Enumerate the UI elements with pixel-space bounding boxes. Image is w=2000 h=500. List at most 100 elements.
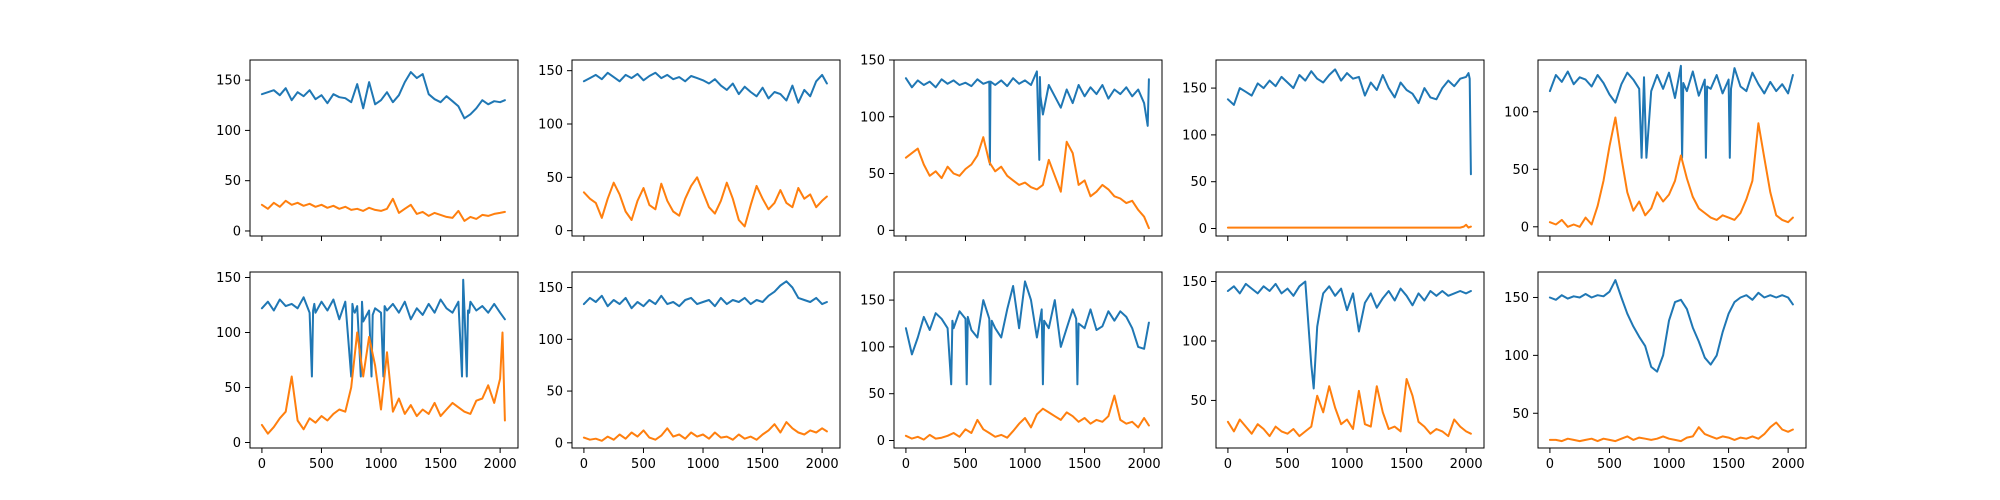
subplot-3-series-2-line: [904, 136, 1150, 230]
subplot-1: 0 50 100 150: [216, 59, 519, 241]
subplot-6-frame: [249, 271, 519, 449]
subplot-5-ytick-label: 100: [1504, 105, 1529, 120]
subplot-1-series-2-line: [260, 197, 506, 222]
subplot-9-ytick-label: 50: [1190, 394, 1207, 409]
subplot-4-ytick-label: 150: [1182, 82, 1207, 97]
subplot-10-xtick-label: 0: [1546, 457, 1554, 472]
subplot-1-series-1-line: [260, 71, 506, 120]
subplot-9-xtick-label: 0: [1224, 457, 1232, 472]
subplot-3-ytick-label: 150: [860, 54, 885, 69]
subplot-9-frame: [1215, 271, 1485, 449]
subplot-7-xtick-label: 0: [580, 457, 588, 472]
subplot-5: 0 50 100: [1504, 59, 1807, 241]
subplot-2-ytick-label: 150: [538, 64, 563, 79]
subplot-6-ytick-label: 50: [224, 381, 241, 396]
subplot-3-ytick-label: 100: [860, 110, 885, 125]
subplot-10-xtick-label: 500: [1597, 457, 1622, 472]
subplot-5-series-2-line: [1548, 116, 1794, 228]
subplot-4-ytick-label: 100: [1182, 128, 1207, 143]
subplot-10-ytick-label: 100: [1504, 349, 1529, 364]
subplot-6-xtick-label: 2000: [484, 457, 517, 472]
subplot-2-series-2-line: [582, 176, 828, 228]
subplot-7-frame: [571, 271, 841, 449]
subplot-7-ytick-label: 150: [538, 281, 563, 296]
subplot-8-xtick-label: 1500: [1068, 457, 1101, 472]
subplot-7-series-1-line: [582, 280, 828, 310]
subplot-10-series-2-line: [1548, 421, 1794, 443]
subplot-9-ytick-label: 150: [1182, 275, 1207, 290]
subplot-7-xtick-label: 1500: [746, 457, 779, 472]
subplot-2-ytick-label: 100: [538, 118, 563, 133]
subplot-8-xtick-label: 2000: [1128, 457, 1161, 472]
subplot-9-series-1-line: [1226, 280, 1472, 390]
subplot-1-frame: [249, 59, 519, 237]
subplot-8-frame: [893, 271, 1163, 449]
subplot-9-ytick-label: 100: [1182, 334, 1207, 349]
subplot-6-ytick-label: 150: [216, 271, 241, 286]
subplot-8-series-1-line: [904, 280, 1150, 386]
subplot-2-frame: [571, 59, 841, 237]
subplot-8-series-2-line: [904, 394, 1150, 441]
subplot-5-series-1-line: [1548, 64, 1794, 159]
subplot-6-ytick-label: 100: [216, 326, 241, 341]
subplot-4-ytick-label: 50: [1190, 175, 1207, 190]
subplot-4-series-2-line: [1226, 223, 1472, 229]
subplot-9-xtick-label: 1000: [1330, 457, 1363, 472]
subplot-6-series-1-line: [260, 278, 506, 378]
subplot-10-series-1-line: [1548, 279, 1794, 373]
subplot-4-frame: [1215, 59, 1485, 237]
subplot-3-frame: [893, 59, 1163, 237]
subplot-9-xtick-label: 1500: [1390, 457, 1423, 472]
subplot-4: 0 50 100 150: [1182, 59, 1485, 241]
subplot-9-xtick-label: 500: [1275, 457, 1300, 472]
subplot-8-ytick-label: 150: [860, 294, 885, 309]
subplot-7-xtick-label: 2000: [806, 457, 839, 472]
subplot-7-series-2-line: [582, 421, 828, 442]
subplot-6-xtick-label: 500: [309, 457, 334, 472]
subplot-4-series-1-line: [1226, 68, 1472, 176]
subplot-10-xtick-label: 1500: [1712, 457, 1745, 472]
subplot-7-ytick-label: 100: [538, 333, 563, 348]
subplot-1-ytick-label: 100: [216, 124, 241, 139]
subplot-5-frame: [1537, 59, 1807, 237]
subplot-6-xtick-label: 0: [258, 457, 266, 472]
subplot-3-ytick-label: 0: [877, 224, 885, 239]
subplot-8-ytick-label: 50: [868, 387, 885, 402]
subplot-8-xtick-label: 500: [953, 457, 978, 472]
subplot-7-xtick-label: 1000: [686, 457, 719, 472]
subplot-6-xtick-label: 1000: [364, 457, 397, 472]
subplot-2: 0 50 100 150: [538, 59, 841, 241]
subplot-7-ytick-label: 0: [555, 436, 563, 451]
subplot-8-xtick-label: 1000: [1008, 457, 1041, 472]
subplot-9-xtick-label: 2000: [1450, 457, 1483, 472]
subplot-1-ytick-label: 0: [233, 224, 241, 239]
subplot-3-ytick-label: 50: [868, 167, 885, 182]
subplot-4-ytick-label: 0: [1199, 222, 1207, 237]
subplot-6-xtick-label: 1500: [424, 457, 457, 472]
subplot-10-xtick-label: 1000: [1652, 457, 1685, 472]
subplot-5-ytick-label: 0: [1521, 220, 1529, 235]
subplot-7-ytick-label: 50: [546, 385, 563, 400]
subplot-6-ytick-label: 0: [233, 436, 241, 451]
subplot-2-ytick-label: 0: [555, 224, 563, 239]
subplot-7-xtick-label: 500: [631, 457, 656, 472]
subplot-3: 0 50 100 150: [860, 54, 1163, 241]
subplot-10-frame: [1537, 271, 1807, 449]
subplot-1-ytick-label: 150: [216, 74, 241, 89]
subplot-8-xtick-label: 0: [902, 457, 910, 472]
subplot-2-series-1-line: [582, 71, 828, 104]
subplot-3-series-1-line: [904, 70, 1150, 166]
subplot-5-ytick-label: 50: [1512, 163, 1529, 178]
subplot-8-ytick-label: 0: [877, 434, 885, 449]
subplot-10-xtick-label: 2000: [1772, 457, 1805, 472]
subplot-6-series-2-line: [260, 331, 506, 435]
subplot-8-ytick-label: 100: [860, 340, 885, 355]
subplot-10-ytick-label: 150: [1504, 291, 1529, 306]
subplot-1-ytick-label: 50: [224, 174, 241, 189]
